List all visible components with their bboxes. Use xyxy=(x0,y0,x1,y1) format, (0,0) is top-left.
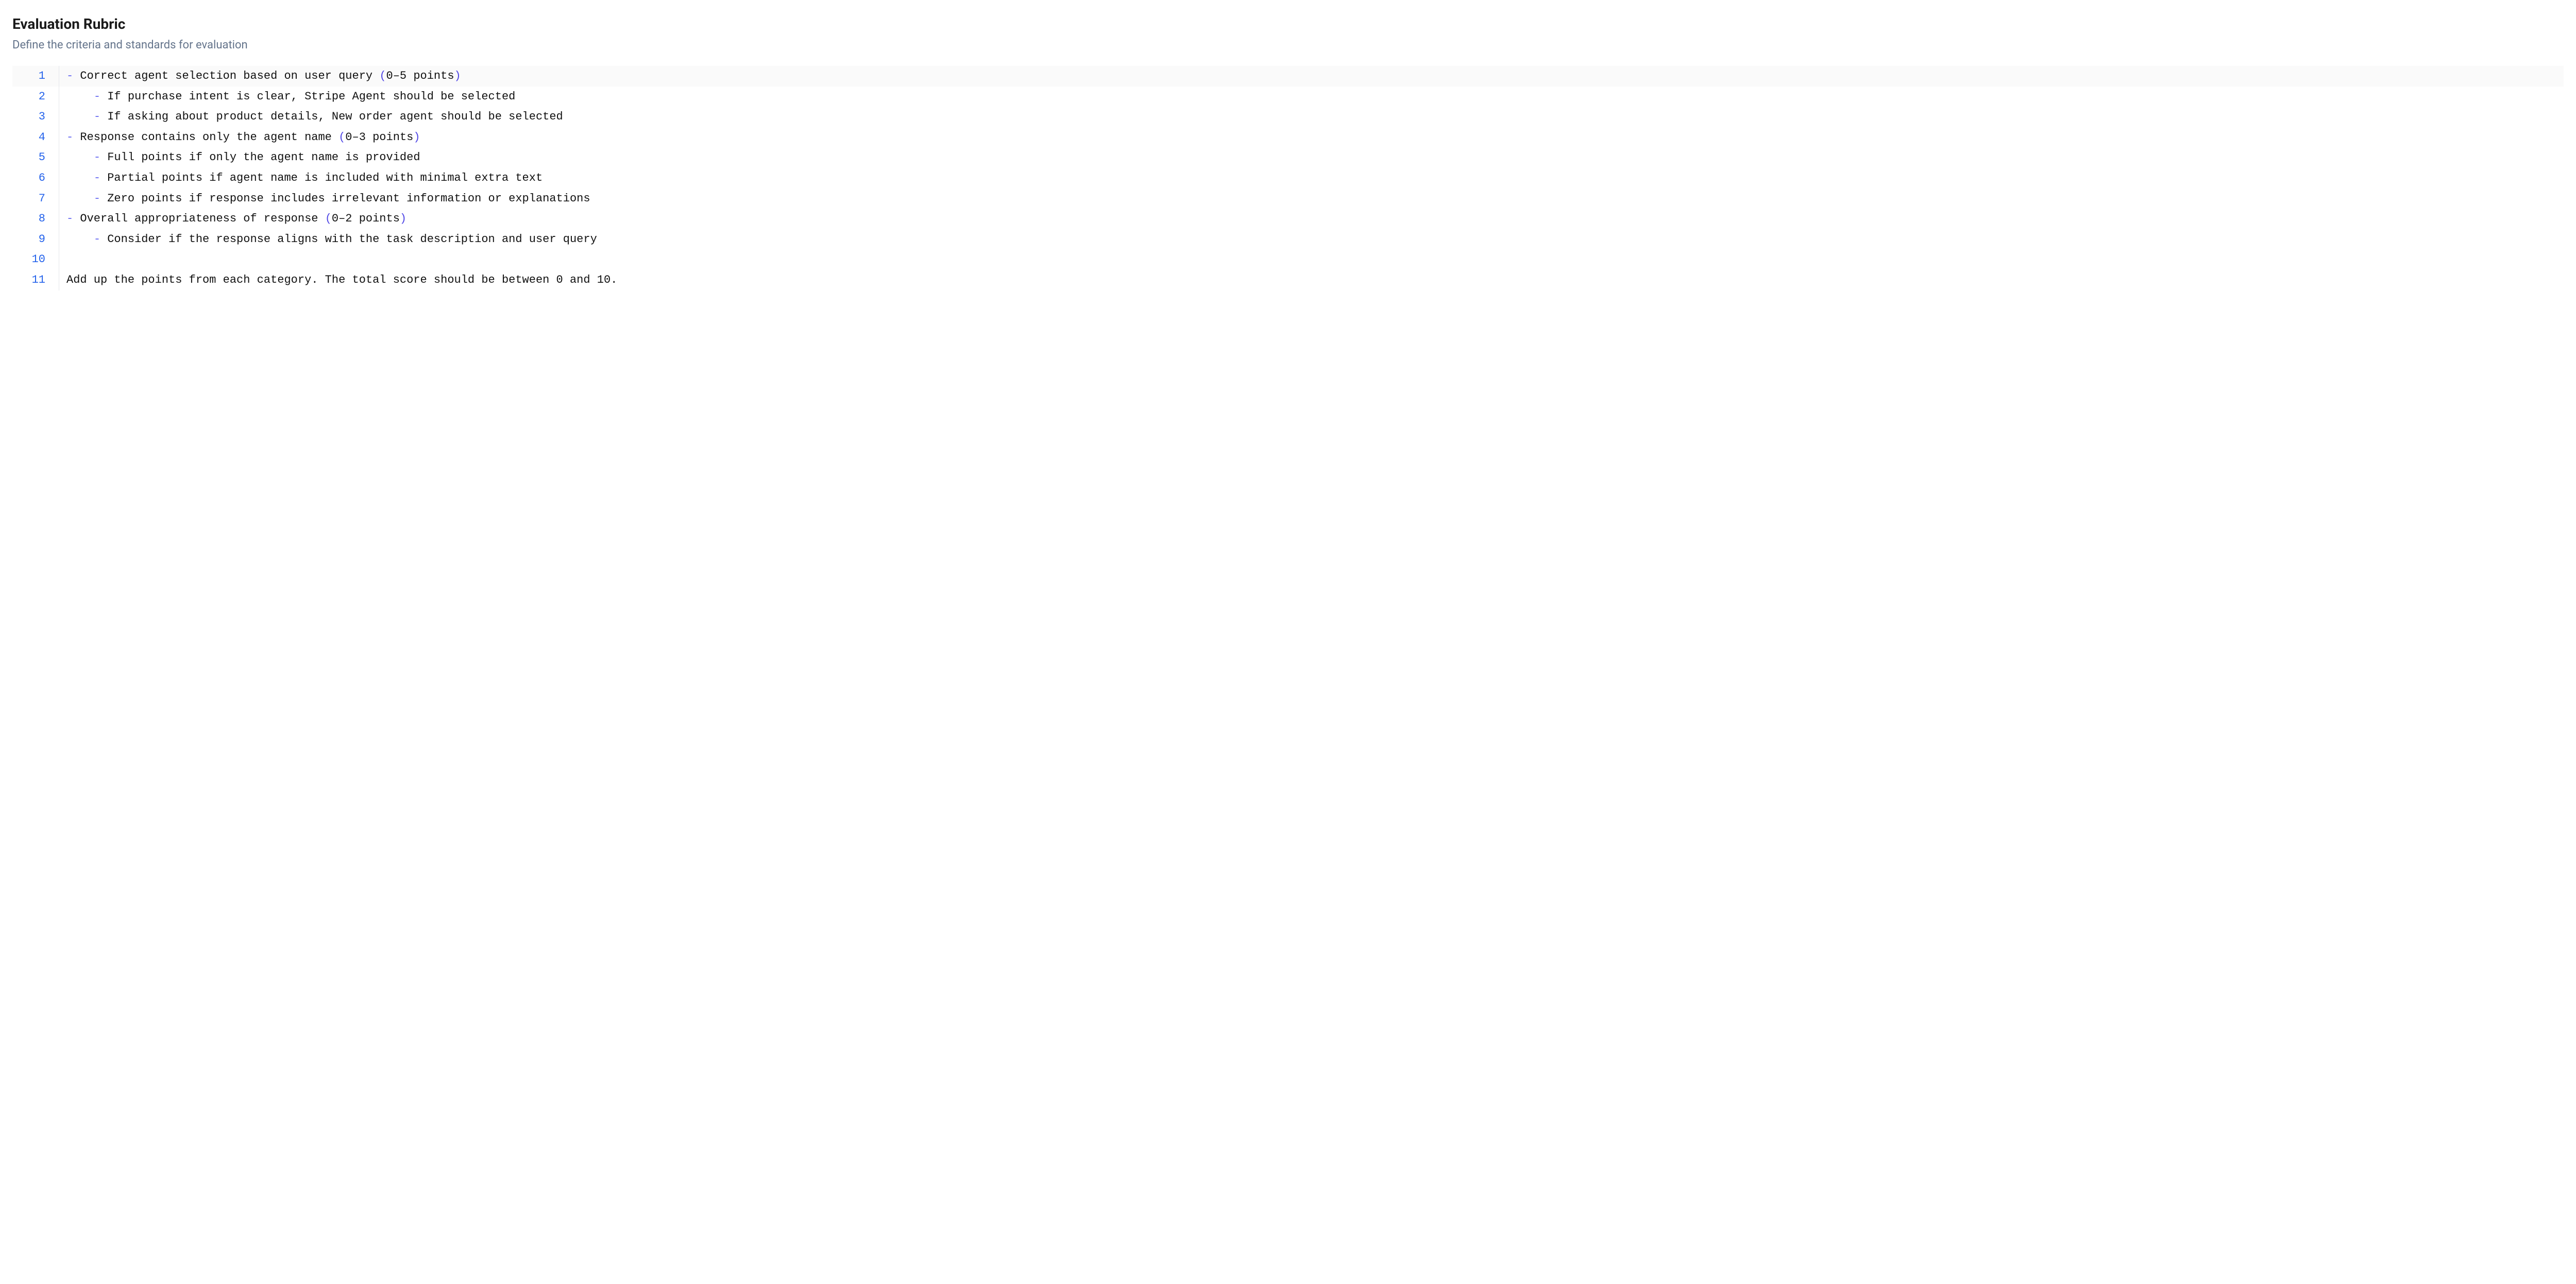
editor-line[interactable]: 6 - Partial points if agent name is incl… xyxy=(12,168,2564,189)
editor-line[interactable]: 11 Add up the points from each category. … xyxy=(12,270,2564,290)
code-text: 0–3 points xyxy=(345,131,413,144)
bullet-token: - xyxy=(94,151,107,164)
code-content[interactable]: - Partial points if agent name is includ… xyxy=(59,168,2564,189)
paren-token: ) xyxy=(413,131,420,144)
code-text xyxy=(66,110,94,123)
bullet-token: - xyxy=(66,212,80,225)
bullet-token: - xyxy=(94,192,107,205)
bullet-token: - xyxy=(66,70,80,82)
editor-line[interactable]: 4- Response contains only the agent name… xyxy=(12,127,2564,148)
editor-line[interactable]: 7 - Zero points if response includes irr… xyxy=(12,189,2564,209)
code-content[interactable]: - If purchase intent is clear, Stripe Ag… xyxy=(59,87,2564,107)
paren-token: ) xyxy=(400,212,406,225)
code-text xyxy=(66,192,94,205)
line-number: 4 xyxy=(12,127,59,148)
panel-subtitle: Define the criteria and standards for ev… xyxy=(12,39,2564,52)
editor-line[interactable]: 8- Overall appropriateness of response (… xyxy=(12,209,2564,229)
line-number: 8 xyxy=(12,209,59,229)
code-content[interactable]: - If asking about product details, New o… xyxy=(59,107,2564,127)
editor-line[interactable]: 10 xyxy=(12,249,2564,270)
editor-line[interactable]: 9 - Consider if the response aligns with… xyxy=(12,229,2564,250)
code-content[interactable]: - Correct agent selection based on user … xyxy=(59,66,2564,87)
code-text xyxy=(66,233,94,246)
code-text: Full points if only the agent name is pr… xyxy=(107,151,420,164)
editor-line[interactable]: 1- Correct agent selection based on user… xyxy=(12,66,2564,87)
code-text: 0–5 points xyxy=(386,70,454,82)
code-text: Overall appropriateness of response xyxy=(80,212,325,225)
code-text: Correct agent selection based on user qu… xyxy=(80,70,379,82)
line-number: 2 xyxy=(12,87,59,107)
code-content[interactable]: - Zero points if response includes irrel… xyxy=(59,189,2564,209)
bullet-token: - xyxy=(94,233,107,246)
line-number: 7 xyxy=(12,189,59,209)
code-text xyxy=(66,90,94,103)
code-text xyxy=(66,151,94,164)
editor-line[interactable]: 3 - If asking about product details, New… xyxy=(12,107,2564,127)
line-number: 3 xyxy=(12,107,59,127)
code-content[interactable]: Add up the points from each category. Th… xyxy=(59,270,2564,290)
bullet-token: - xyxy=(94,110,107,123)
editor-line[interactable]: 5 - Full points if only the agent name i… xyxy=(12,147,2564,168)
line-number: 9 xyxy=(12,229,59,250)
code-content[interactable]: - Overall appropriateness of response (0… xyxy=(59,209,2564,229)
code-content[interactable]: - Response contains only the agent name … xyxy=(59,127,2564,148)
code-text: Zero points if response includes irrelev… xyxy=(107,192,590,205)
editor-line[interactable]: 2 - If purchase intent is clear, Stripe … xyxy=(12,87,2564,107)
bullet-token: - xyxy=(94,90,107,103)
line-number: 1 xyxy=(12,66,59,87)
bullet-token: - xyxy=(66,131,80,144)
line-number: 5 xyxy=(12,147,59,168)
paren-token: ( xyxy=(325,212,332,225)
code-content[interactable]: - Full points if only the agent name is … xyxy=(59,147,2564,168)
line-number: 6 xyxy=(12,168,59,189)
code-text: Consider if the response aligns with the… xyxy=(107,233,597,246)
paren-token: ( xyxy=(338,131,345,144)
paren-token: ) xyxy=(454,70,461,82)
code-editor[interactable]: 1- Correct agent selection based on user… xyxy=(12,66,2564,290)
code-text: If purchase intent is clear, Stripe Agen… xyxy=(107,90,515,103)
line-number: 11 xyxy=(12,270,59,290)
code-text: Add up the points from each category. Th… xyxy=(66,273,617,286)
code-content[interactable] xyxy=(59,249,2564,270)
code-text: If asking about product details, New ord… xyxy=(107,110,563,123)
panel-title: Evaluation Rubric xyxy=(12,15,2564,32)
bullet-token: - xyxy=(94,172,107,184)
code-text: 0–2 points xyxy=(332,212,400,225)
paren-token: ( xyxy=(379,70,386,82)
code-text: Partial points if agent name is included… xyxy=(107,172,543,184)
code-content[interactable]: - Consider if the response aligns with t… xyxy=(59,229,2564,250)
line-number: 10 xyxy=(12,249,59,270)
code-text: Response contains only the agent name xyxy=(80,131,338,144)
code-text xyxy=(66,172,94,184)
